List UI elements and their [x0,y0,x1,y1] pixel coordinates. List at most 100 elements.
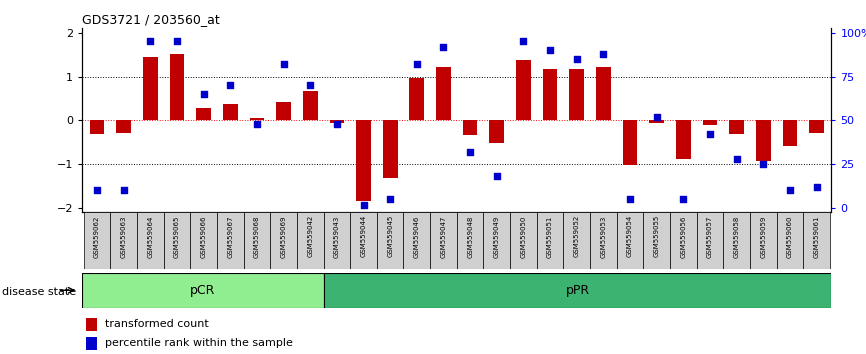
Bar [243,212,270,269]
Bar [143,57,158,120]
Bar [270,212,297,269]
Text: GSM559064: GSM559064 [147,215,153,258]
Bar [86,337,97,350]
Point [250,121,264,127]
Bar [750,212,777,269]
Bar [86,318,97,331]
Text: GSM559057: GSM559057 [707,215,713,258]
Bar [223,104,237,120]
Point [810,184,824,190]
Text: transformed count: transformed count [105,319,209,329]
Bar [89,120,104,135]
Bar [643,212,670,269]
Bar [137,212,164,269]
Text: disease state: disease state [2,287,76,297]
Bar [702,120,717,125]
Point [703,132,717,137]
Bar [543,69,558,120]
Text: pPR: pPR [565,284,590,297]
Bar [570,69,584,120]
Text: GSM559051: GSM559051 [547,215,553,258]
Point [516,39,530,44]
Point [330,121,344,127]
Bar [537,212,564,269]
Bar [756,120,771,161]
Bar [170,54,184,120]
Text: GSM559066: GSM559066 [201,215,207,258]
Point [117,188,131,193]
Text: GDS3721 / 203560_at: GDS3721 / 203560_at [82,13,220,26]
Point [570,56,584,62]
Bar [377,212,404,269]
Bar [84,212,110,269]
Bar [457,212,483,269]
Bar [436,67,451,120]
Text: GSM559060: GSM559060 [787,215,793,258]
Bar [356,120,371,201]
Point [436,44,450,50]
Text: GSM559053: GSM559053 [600,215,606,258]
Text: GSM559067: GSM559067 [227,215,233,258]
Point [650,114,663,120]
Text: GSM559068: GSM559068 [254,215,260,258]
Point [757,161,771,167]
Text: GSM559056: GSM559056 [681,215,687,258]
Bar [330,120,344,122]
Point [463,149,477,155]
Bar [564,212,590,269]
Bar [697,212,723,269]
Bar [590,212,617,269]
Bar [516,60,531,120]
Text: GSM559069: GSM559069 [281,215,287,258]
Bar [783,120,798,146]
Point [543,47,557,53]
Point [624,196,637,202]
Bar [489,120,504,143]
Text: GSM559042: GSM559042 [307,215,313,257]
Bar [116,120,131,133]
Bar [670,212,697,269]
Point [730,156,744,162]
Text: GSM559059: GSM559059 [760,215,766,258]
Point [490,173,504,179]
Point [143,39,157,44]
Bar [410,78,424,120]
Bar [804,212,830,269]
Bar [249,118,264,120]
Text: percentile rank within the sample: percentile rank within the sample [105,338,293,348]
Text: GSM559045: GSM559045 [387,215,393,257]
Point [410,62,423,67]
Bar [650,120,664,122]
Bar [430,212,457,269]
Text: GSM559052: GSM559052 [574,215,579,257]
Point [197,91,210,97]
Text: GSM559055: GSM559055 [654,215,660,257]
Bar [82,273,324,308]
Text: GSM559044: GSM559044 [360,215,366,257]
Bar [197,108,211,120]
Point [223,82,237,88]
Bar [164,212,191,269]
Point [170,39,184,44]
Text: pCR: pCR [191,284,216,297]
Bar [324,273,831,308]
Point [783,188,797,193]
Text: GSM559047: GSM559047 [441,215,447,258]
Bar [383,120,397,178]
Text: GSM559046: GSM559046 [414,215,420,258]
Text: GSM559049: GSM559049 [494,215,500,258]
Point [357,202,371,207]
Bar [596,67,611,120]
Bar [297,212,324,269]
Bar [510,212,537,269]
Text: GSM559063: GSM559063 [120,215,126,258]
Text: GSM559065: GSM559065 [174,215,180,258]
Bar [110,212,137,269]
Bar [404,212,430,269]
Bar [777,212,804,269]
Bar [483,212,510,269]
Text: GSM559050: GSM559050 [520,215,527,258]
Text: GSM559061: GSM559061 [814,215,820,258]
Bar [350,212,377,269]
Point [90,188,104,193]
